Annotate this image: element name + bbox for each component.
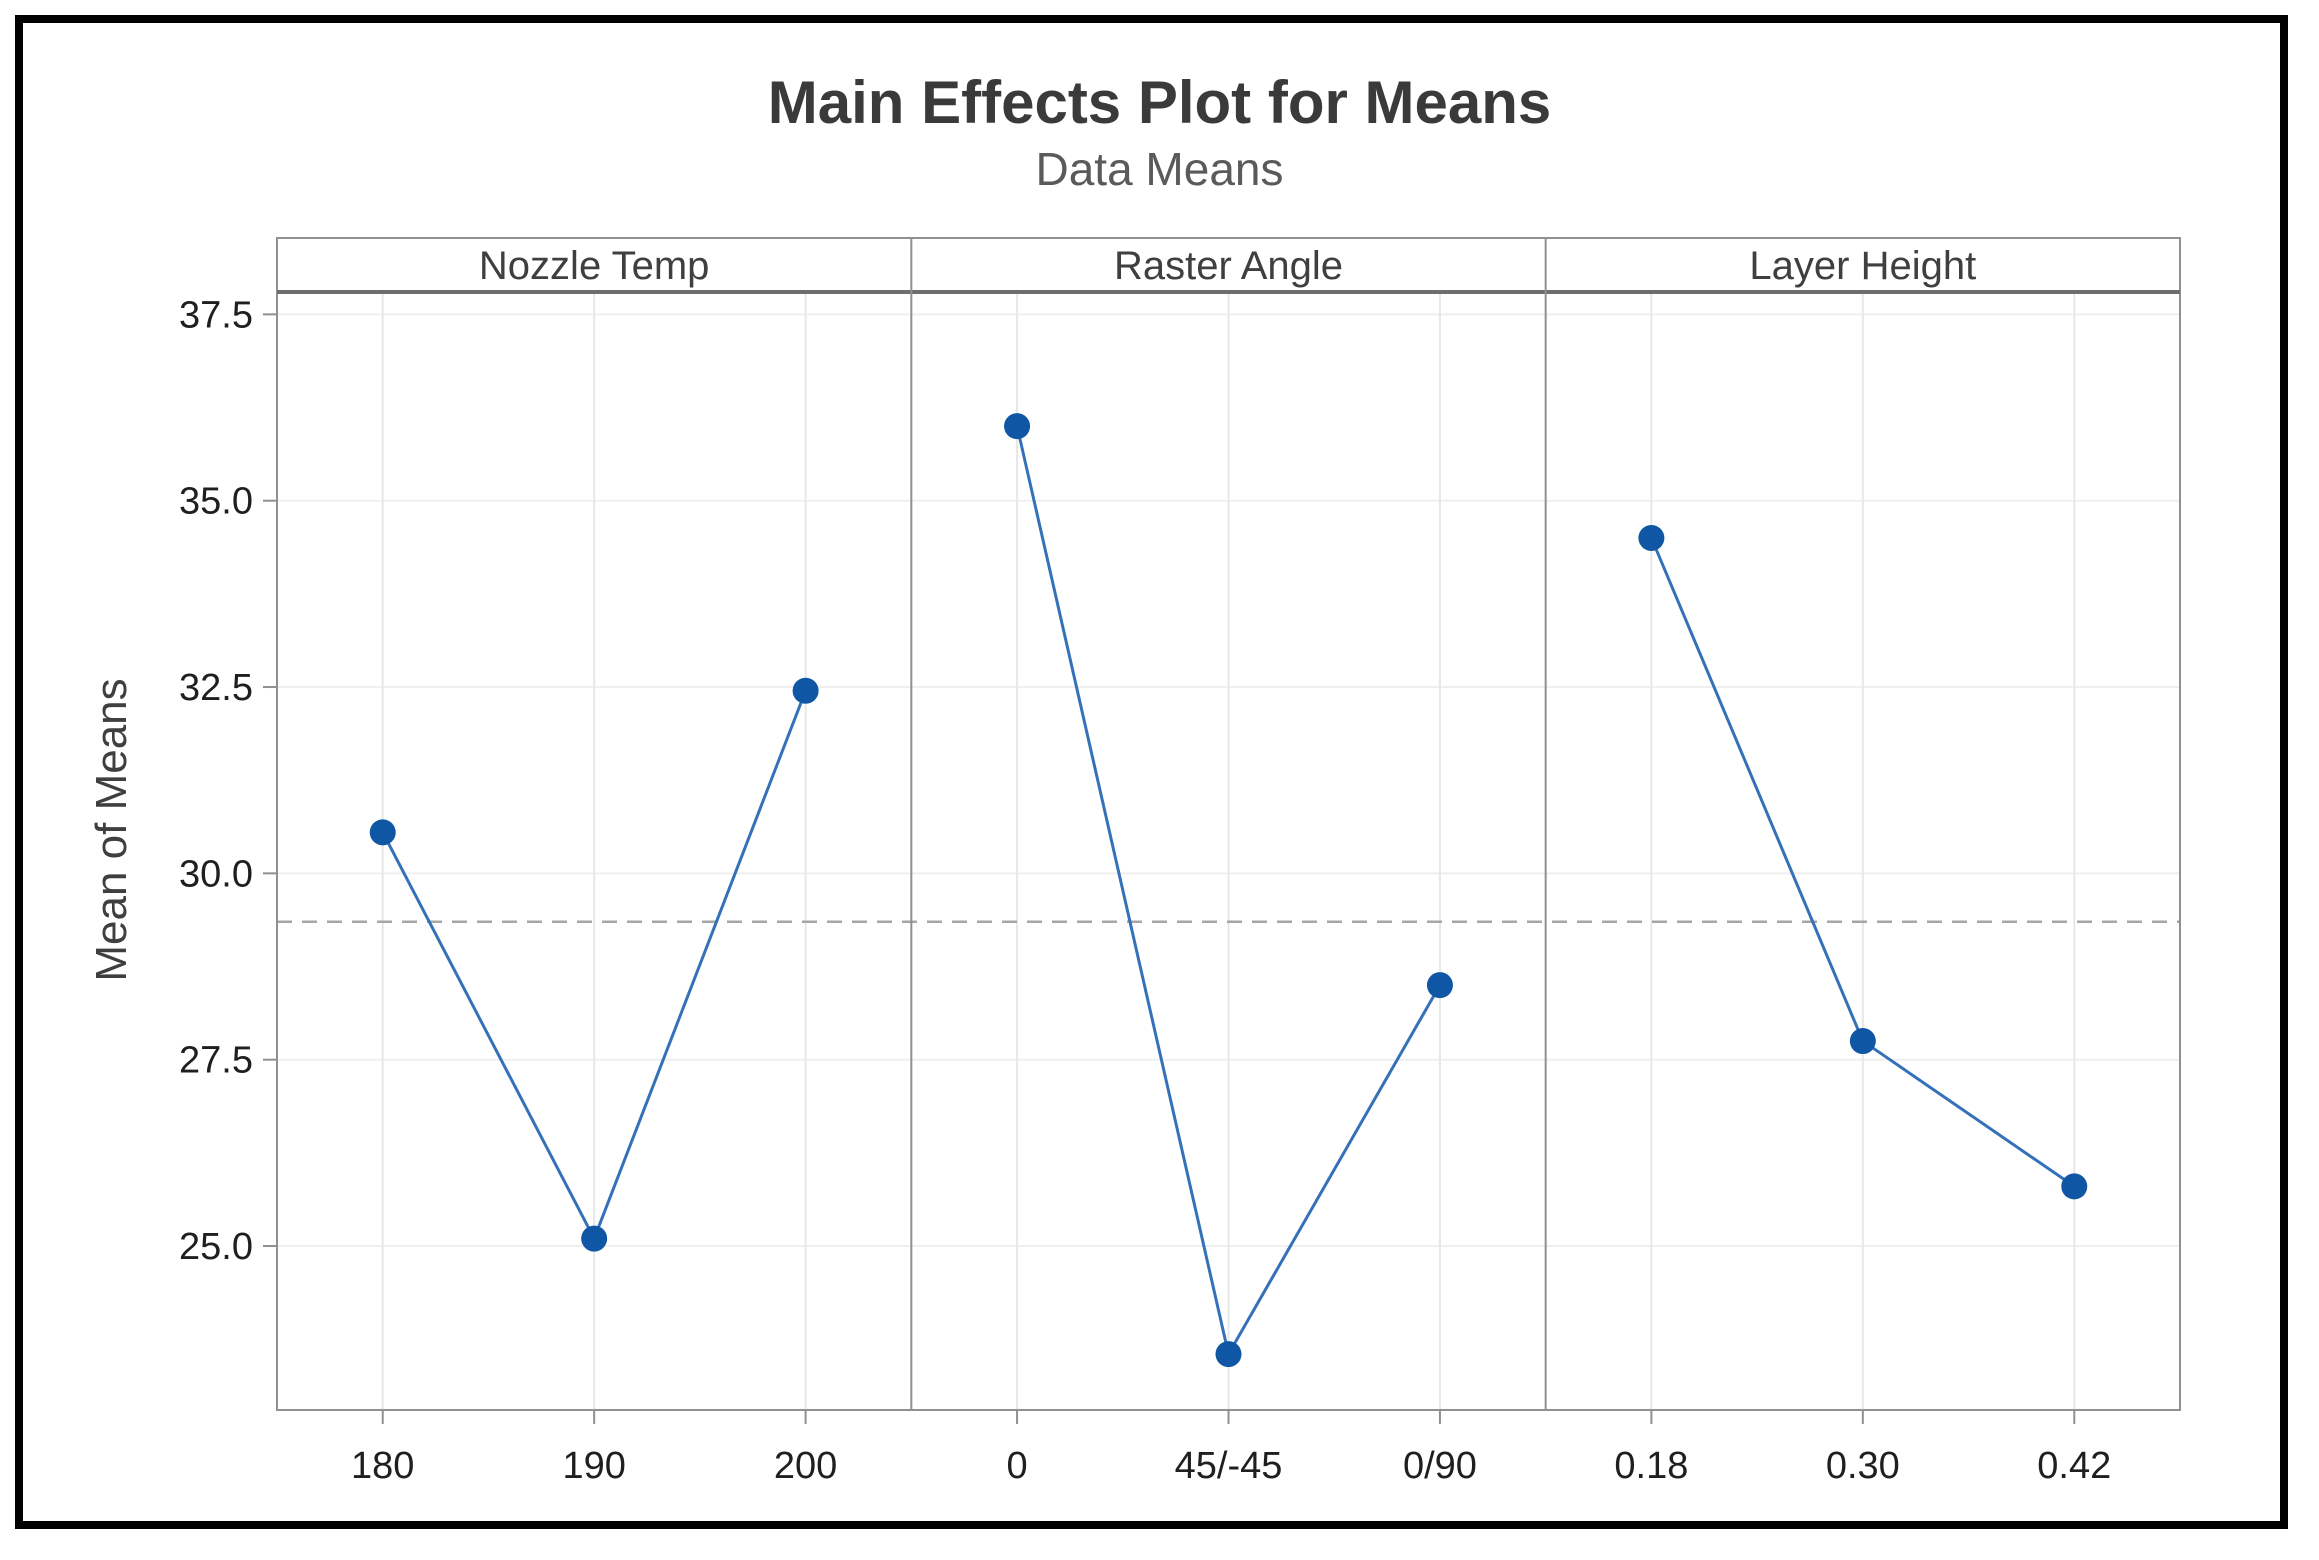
chart-subtitle: Data Means — [1035, 143, 1284, 195]
data-point-marker — [1004, 413, 1031, 440]
x-tick-label: 0.30 — [1826, 1445, 1900, 1487]
panel-header-layer-height: Layer Height — [1749, 244, 1977, 288]
y-tick-label: 27.5 — [179, 1040, 253, 1082]
data-point-marker — [581, 1225, 608, 1252]
panel-header-raster-angle: Raster Angle — [1113, 244, 1343, 288]
panel-header-nozzle-temp: Nozzle Temp — [478, 244, 710, 288]
x-tick-label: 0/90 — [1403, 1445, 1477, 1487]
y-tick-label: 35.0 — [179, 481, 253, 523]
y-tick-label: 37.5 — [179, 294, 253, 336]
x-tick-label: 190 — [562, 1445, 625, 1487]
y-tick-label: 32.5 — [179, 667, 253, 709]
x-tick-label: 180 — [351, 1445, 414, 1487]
x-tick-label: 200 — [774, 1445, 837, 1487]
data-point-marker — [369, 819, 396, 846]
outer-border-frame — [15, 15, 2288, 1529]
x-tick-label: 0.42 — [2037, 1445, 2111, 1487]
y-tick-label: 25.0 — [179, 1226, 253, 1268]
x-tick-label: 0.18 — [1614, 1445, 1688, 1487]
data-point-marker — [2061, 1173, 2088, 1200]
chart-title: Main Effects Plot for Means — [767, 69, 1552, 136]
data-point-marker — [1426, 972, 1453, 999]
data-point-marker — [1215, 1341, 1242, 1368]
data-point-marker — [792, 677, 819, 704]
x-tick-label: 0 — [1006, 1445, 1027, 1487]
panel-header-border — [276, 237, 2181, 293]
y-tick-label: 30.0 — [179, 853, 253, 895]
x-tick-label: 45/-45 — [1175, 1445, 1283, 1487]
data-point-marker — [1849, 1028, 1876, 1055]
data-point-marker — [1638, 524, 1665, 551]
